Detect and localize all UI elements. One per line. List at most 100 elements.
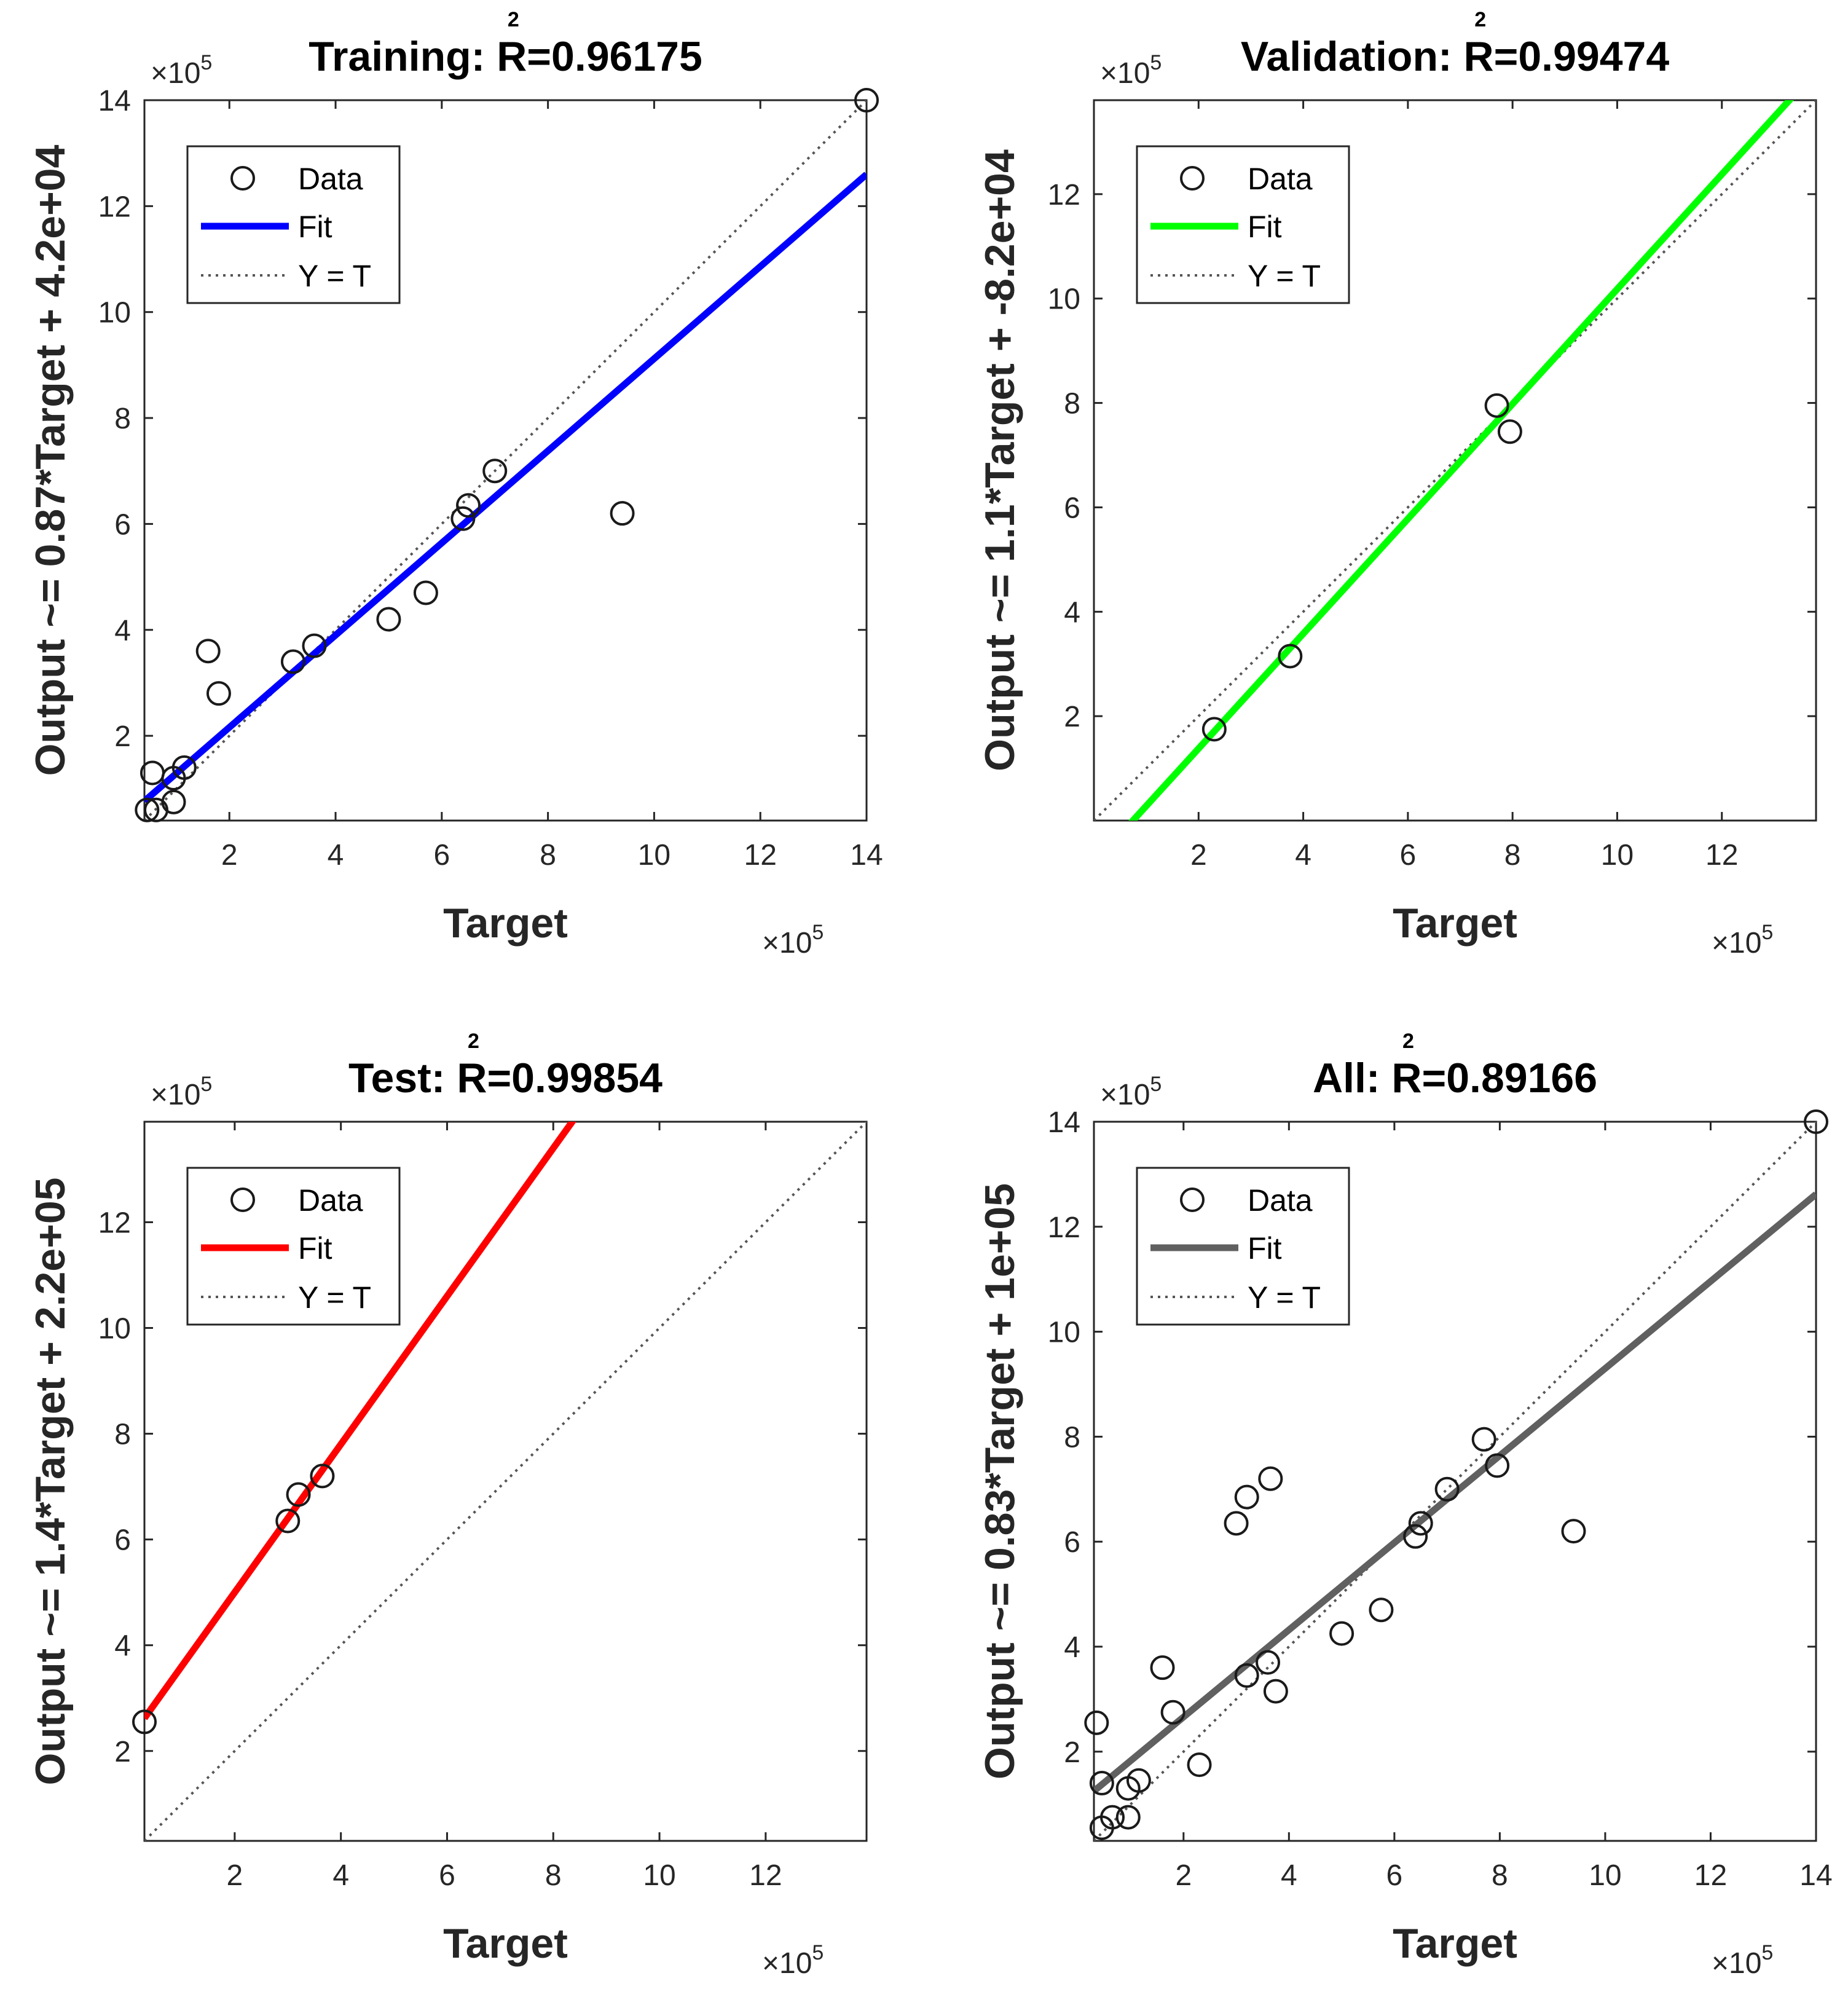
y-tick-label: 6 bbox=[1064, 1526, 1080, 1559]
data-point bbox=[1150, 1655, 1175, 1680]
data-point bbox=[310, 1463, 335, 1489]
y-tick-label: 14 bbox=[1048, 1106, 1080, 1139]
y-tick-label: 10 bbox=[98, 1313, 131, 1345]
identity-line bbox=[1094, 100, 1816, 821]
data-point bbox=[1201, 717, 1227, 742]
data-point bbox=[1256, 1650, 1281, 1675]
data-point bbox=[1084, 1710, 1109, 1735]
x-tick-label: 8 bbox=[1492, 1859, 1508, 1892]
data-point bbox=[1484, 393, 1509, 418]
fit-line bbox=[144, 171, 867, 804]
data-point bbox=[1100, 1805, 1125, 1830]
x-tick-label: 2 bbox=[221, 839, 238, 872]
fit-line bbox=[144, 1122, 576, 1720]
x-tick-label: 10 bbox=[638, 839, 670, 872]
data-point bbox=[280, 649, 305, 674]
title-value: =0.89166 bbox=[1422, 1055, 1598, 1101]
x-tick-label: 8 bbox=[540, 839, 556, 872]
data-point bbox=[195, 639, 221, 664]
x-tick-label: 4 bbox=[1295, 839, 1311, 872]
y-tick-label: 8 bbox=[1064, 1421, 1080, 1454]
data-point bbox=[1126, 1768, 1151, 1793]
legend-data-label: Data bbox=[1248, 1183, 1313, 1218]
legend-fit-label: Fit bbox=[1248, 1231, 1282, 1266]
panel-title: Validation: R=0.99474 bbox=[1241, 33, 1670, 80]
y-tick-label: 2 bbox=[1064, 1736, 1080, 1769]
data-point bbox=[1497, 419, 1522, 444]
x-tick-label: 2 bbox=[1175, 1859, 1192, 1892]
panel-title: All: R=0.89166 bbox=[1313, 1055, 1597, 1101]
data-point bbox=[376, 607, 401, 632]
data-point bbox=[275, 1508, 301, 1534]
x-tick-label: 6 bbox=[1386, 1859, 1403, 1892]
y-tick-label: 2 bbox=[114, 720, 131, 753]
data-point bbox=[135, 797, 160, 822]
legend-fit-label: Fit bbox=[298, 1231, 332, 1266]
data-point bbox=[1224, 1511, 1249, 1536]
y-tick-label: 8 bbox=[1064, 388, 1080, 420]
data-point bbox=[1187, 1752, 1212, 1778]
legend bbox=[1136, 145, 1350, 304]
legend-data-marker bbox=[230, 1188, 255, 1212]
y-axis-label: Output ~= 0.87*Target + 4.2e+04 bbox=[27, 144, 74, 776]
title-superscript: 2 bbox=[1474, 8, 1486, 31]
x-tick-label: 6 bbox=[1400, 839, 1417, 872]
title-prefix: Training: R bbox=[309, 33, 527, 80]
x-axis-label: Target bbox=[1393, 1920, 1517, 1967]
y-exponent: ×105 bbox=[1100, 51, 1162, 90]
panel-title: Training: R=0.96175 bbox=[309, 33, 702, 80]
x-tick-label: 2 bbox=[227, 1859, 243, 1892]
fit-line bbox=[1128, 100, 1795, 821]
y-tick-label: 6 bbox=[1064, 492, 1080, 524]
data-point bbox=[854, 88, 879, 112]
x-tick-label: 14 bbox=[1799, 1859, 1832, 1892]
y-tick-label: 10 bbox=[1048, 1317, 1080, 1349]
x-tick-label: 10 bbox=[643, 1859, 675, 1892]
y-tick-label: 12 bbox=[98, 1207, 131, 1239]
x-tick-label: 10 bbox=[1601, 839, 1634, 872]
data-point bbox=[1258, 1466, 1283, 1491]
legend-identity-label: Y = T bbox=[1248, 259, 1321, 293]
data-point bbox=[1234, 1484, 1259, 1510]
data-point bbox=[1561, 1519, 1586, 1544]
y-tick-label: 6 bbox=[114, 1524, 131, 1557]
title-superscript: 2 bbox=[1402, 1030, 1414, 1053]
x-axis-label: Target bbox=[443, 900, 568, 947]
x-axis-label: Target bbox=[1393, 900, 1517, 947]
y-tick-label: 4 bbox=[114, 615, 131, 647]
data-point bbox=[1115, 1805, 1141, 1830]
legend-data-marker bbox=[1180, 166, 1205, 191]
y-exponent: ×105 bbox=[151, 1073, 212, 1111]
y-tick-label: 6 bbox=[114, 508, 131, 541]
x-tick-label: 6 bbox=[439, 1859, 455, 1892]
legend-data-label: Data bbox=[298, 162, 363, 196]
data-point bbox=[286, 1482, 311, 1507]
y-tick-label: 12 bbox=[98, 191, 131, 223]
title-prefix: All: R bbox=[1313, 1055, 1422, 1101]
y-tick-label: 8 bbox=[114, 403, 131, 435]
x-tick-label: 12 bbox=[1694, 1859, 1727, 1892]
x-tick-label: 2 bbox=[1190, 839, 1207, 872]
data-point bbox=[1263, 1679, 1288, 1704]
identity-line bbox=[144, 1122, 867, 1841]
x-exponent: ×105 bbox=[1712, 1941, 1773, 1980]
x-tick-label: 12 bbox=[744, 839, 777, 872]
x-tick-label: 12 bbox=[1705, 839, 1738, 872]
x-tick-label: 14 bbox=[850, 839, 883, 872]
data-point bbox=[1485, 1453, 1510, 1478]
legend-data-marker bbox=[1180, 1188, 1205, 1212]
data-point bbox=[132, 1709, 157, 1735]
x-tick-label: 6 bbox=[433, 839, 450, 872]
data-point bbox=[1278, 644, 1303, 669]
y-tick-label: 12 bbox=[1048, 1211, 1080, 1244]
y-tick-label: 8 bbox=[114, 1419, 131, 1451]
title-value: =0.96175 bbox=[527, 33, 702, 80]
data-point bbox=[1434, 1476, 1460, 1502]
y-axis-label: Output ~= 1.4*Target + 2.2e+05 bbox=[27, 1178, 74, 1786]
data-point bbox=[1234, 1663, 1259, 1688]
x-axis-label: Target bbox=[443, 1920, 568, 1967]
x-tick-label: 4 bbox=[1281, 1859, 1297, 1892]
y-tick-label: 4 bbox=[114, 1630, 131, 1663]
data-point bbox=[1089, 1771, 1114, 1796]
